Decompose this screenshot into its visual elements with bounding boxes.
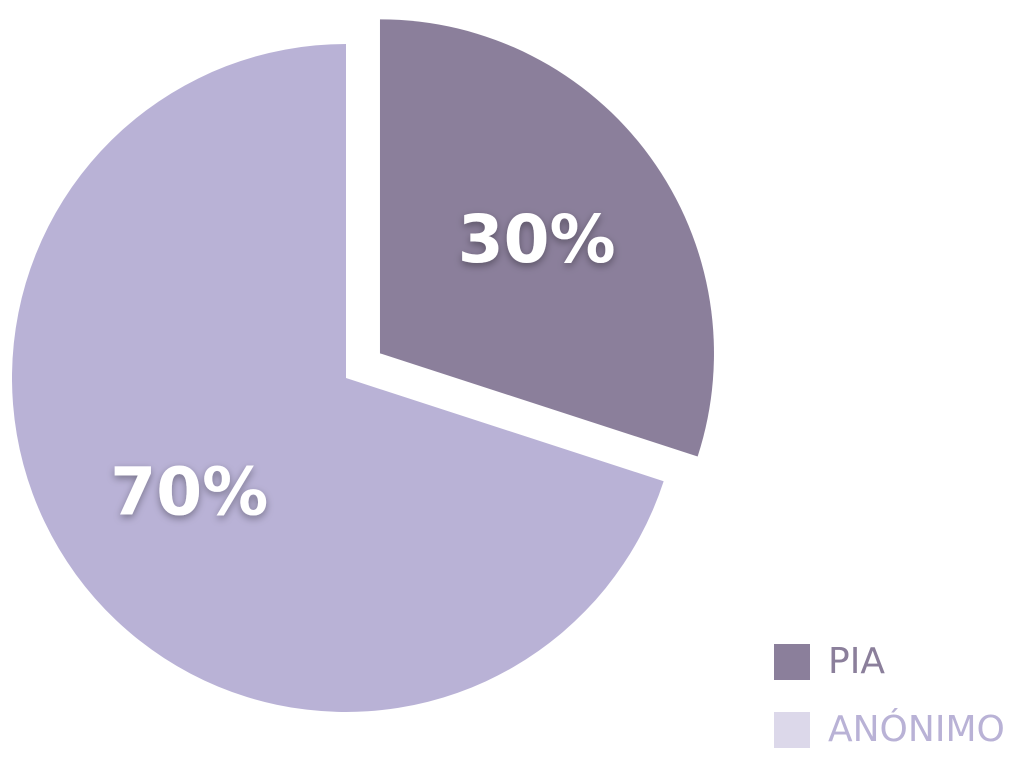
slice-label-pia: 30% — [458, 201, 616, 278]
legend-swatch-anonimo — [774, 712, 810, 748]
legend-label-anonimo: ANÓNIMO — [828, 709, 1005, 750]
legend-item-anonimo: ANÓNIMO — [774, 711, 1005, 749]
pie-slice-anonimo — [12, 44, 664, 713]
pie-chart: 30% 70% — [12, 19, 714, 713]
legend-item-pia: PIA — [774, 643, 1005, 681]
legend-label-pia: PIA — [828, 641, 885, 682]
pie-slice-pia — [379, 19, 714, 457]
slice-label-anonimo: 70% — [110, 453, 268, 530]
legend-swatch-pia — [774, 644, 810, 680]
chart-legend: PIA ANÓNIMO — [774, 643, 1005, 779]
